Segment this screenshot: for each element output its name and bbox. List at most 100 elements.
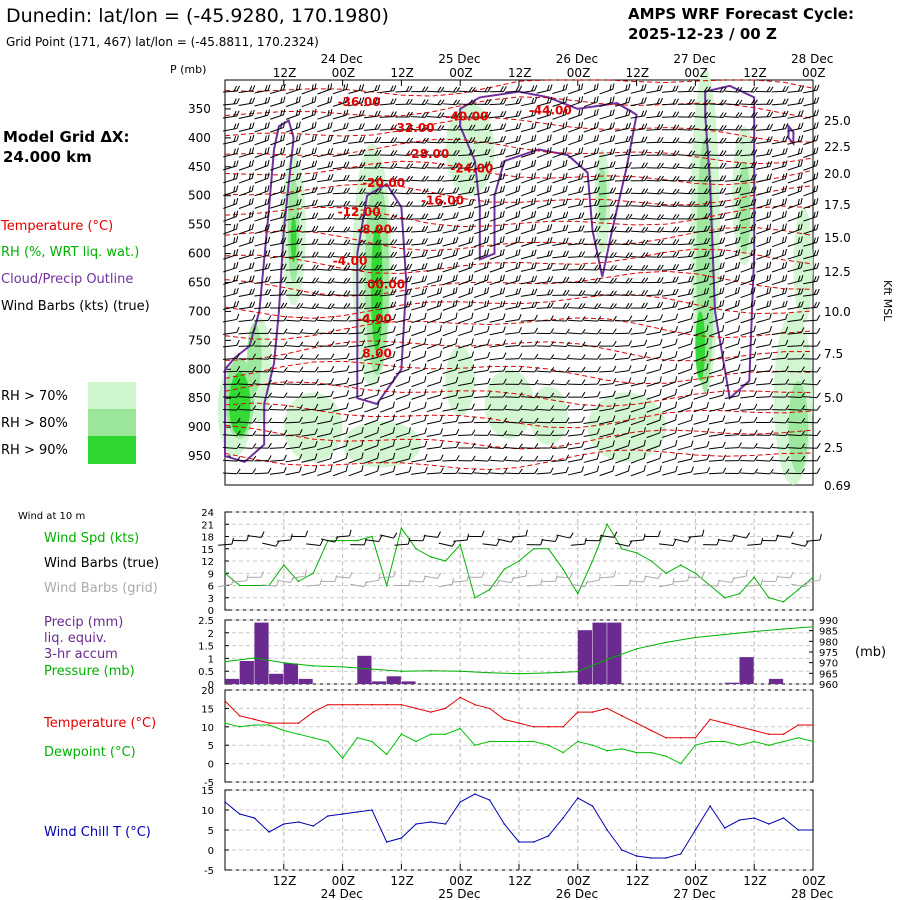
wind-barb-staff (677, 305, 692, 311)
wind-barb-flag (612, 465, 615, 472)
wind-barb-staff (803, 396, 818, 399)
wind-barb-flag (750, 199, 754, 206)
wind-barb-flag (722, 262, 725, 269)
wind-barb (756, 248, 772, 260)
wind-barb-staff (442, 343, 457, 349)
wind-barb-staff (285, 421, 300, 424)
wind-barb (693, 376, 709, 388)
wind-barb (332, 414, 349, 425)
wind-speed-line-point (415, 548, 417, 550)
wind-barb (285, 416, 303, 424)
wind-barb-staff (630, 457, 645, 464)
wind-barb-flag (565, 250, 569, 257)
wind-barb-staff (364, 356, 378, 361)
wind-barb-flag (361, 201, 366, 207)
wind-barb-flag (565, 211, 569, 218)
wind-speed-line-point (753, 576, 755, 579)
station-title: Dunedin: lat/lon = (-45.9280, 170.1980) (6, 5, 389, 27)
wind-barb (301, 121, 317, 133)
wind-barb-flag (518, 313, 522, 320)
wind-barb-staff (756, 279, 770, 286)
wind-barb (254, 455, 272, 462)
wind-barb-flag (800, 159, 803, 166)
wind-barb-flag (550, 455, 554, 461)
wind-barb-flag (439, 350, 442, 357)
wind-barb (442, 338, 458, 349)
wind-barb-flag (481, 530, 485, 537)
wind-barb (756, 198, 772, 209)
isotherm-line (224, 117, 814, 143)
wind-barb-staff (771, 357, 786, 361)
wind-barb-flag (581, 173, 584, 179)
wind-barb-flag (455, 162, 460, 168)
wind-barb-flag (565, 289, 570, 296)
wind-barb-flag (440, 441, 444, 448)
wind-barb (442, 124, 461, 131)
wind-barb-flag (233, 224, 236, 231)
wind-barb (677, 86, 695, 93)
wind-barb-staff (426, 230, 441, 234)
wind-barb (363, 314, 381, 322)
wind-barb-staff (693, 330, 708, 337)
wind-barb-flag (816, 97, 820, 103)
wind-barb-flag (769, 313, 772, 319)
wind-barb (301, 264, 319, 271)
wind-speed-line-point (782, 601, 785, 603)
wind-barb-staff (615, 101, 629, 107)
wind-barb-flag (738, 112, 743, 118)
date-label-top: 28 Dec (791, 52, 833, 66)
wind-barb (489, 287, 506, 298)
wind-barb-flag (628, 315, 633, 321)
wind-barb-flag (233, 262, 236, 269)
wind-barb-staff (332, 101, 347, 107)
wind-barb (254, 392, 273, 399)
wind-barb-flag (565, 96, 568, 103)
wind-chill-line-point (797, 829, 800, 831)
wind-barb (363, 110, 381, 119)
wind-barb-flag (330, 109, 333, 115)
wind-barb (316, 378, 335, 386)
wind-barb-flag (753, 325, 756, 332)
wind-barb-flag (706, 287, 710, 294)
wind-barb (426, 212, 444, 221)
wind-barb-grid (467, 571, 485, 578)
temperature-line-point (709, 718, 711, 721)
wind-barb (411, 325, 427, 337)
wind-barb (238, 147, 255, 158)
dewpoint-line-point (547, 744, 550, 746)
wind-barb-staff (238, 254, 253, 260)
wind-barb (442, 112, 461, 118)
wind-barb-staff (740, 330, 755, 336)
wind-barb-staff (301, 165, 316, 171)
dewpoint-line-point (474, 744, 476, 746)
wind-barb (458, 325, 474, 337)
wind-barb-flag (283, 237, 287, 244)
dewpoint-line-point (488, 740, 491, 743)
wind-barb-staff (677, 368, 692, 375)
pressure-line-point (518, 673, 520, 675)
wind-barb-flag (722, 224, 726, 231)
wind-barb (771, 391, 790, 398)
wind-barb-flag (374, 201, 379, 207)
temperature-line-point (724, 722, 726, 724)
wind-barb-staff (646, 381, 661, 387)
wind-barb-staff (615, 432, 629, 438)
wind-barb-flag (596, 415, 601, 422)
wind-barb-flag (691, 188, 696, 195)
wind-barb-flag (565, 237, 569, 244)
wind-barb-flag (578, 109, 581, 116)
wind-barb (348, 188, 366, 194)
wind-barb-flag (346, 328, 351, 334)
dewpoint-line-point (532, 740, 535, 743)
wind-barb (505, 160, 521, 171)
wind-barb (614, 213, 633, 220)
wind-barb (771, 404, 790, 411)
wind-barb-staff (332, 294, 347, 297)
wind-barb-flag (800, 468, 805, 474)
wind-barb-flag (722, 200, 726, 206)
wind-barb-staff (693, 343, 708, 349)
wind-barb (411, 287, 428, 298)
wind-barb-flag (267, 249, 271, 256)
wind-barb (661, 251, 680, 258)
wind-barb-staff (520, 280, 535, 285)
